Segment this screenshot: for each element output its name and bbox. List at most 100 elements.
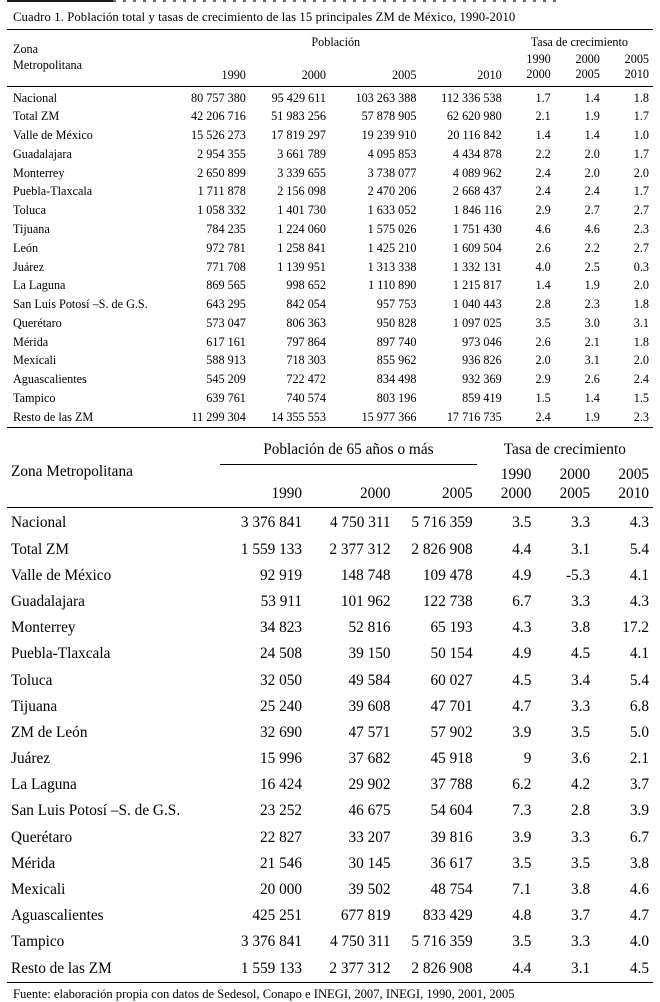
table2-year-header-1990: 1990 (220, 464, 307, 509)
table2-rate-period-header-2: 2000 2005 (535, 464, 595, 509)
growth-rate-value: 2.8 (571, 802, 591, 820)
growth-rate-value: 2.6 (584, 372, 600, 387)
table-row: Tampico 639 761 740 574 803 196 859 419 1.5 1.… (7, 389, 653, 408)
table-row: Total ZM 1 559 133 2 377 312 2 826 908 4.4 3.… (7, 536, 653, 562)
population-value: 1 110 890 (368, 278, 417, 293)
table-row: Aguascalientes 545 209 722 472 834 498 932 3… (7, 370, 653, 389)
growth-rate-value: 4.6 (629, 881, 649, 899)
growth-rate-value: 1.5 (633, 391, 649, 405)
table2-tasa-group-header: Tasa de crecimiento (503, 440, 626, 458)
growth-rate-value: 2.3 (633, 221, 649, 236)
population-value: 36 617 (430, 854, 473, 872)
growth-rate-value: 2.1 (535, 109, 551, 124)
population-value: 5 716 359 (411, 933, 473, 951)
growth-rate-value: 4.4 (512, 540, 532, 558)
population-value: 50 154 (430, 645, 473, 663)
population-value: 842 054 (286, 297, 326, 312)
population-value: 23 252 (260, 802, 303, 820)
population-value: 52 816 (348, 619, 391, 637)
rate-period-start-year: 2000 (575, 52, 600, 66)
growth-rate-value: 1.8 (633, 297, 649, 312)
growth-rate-value: 2.0 (535, 353, 551, 368)
zone-name: Puebla-Tlaxcala (13, 184, 93, 199)
growth-rate-value: 4.3 (629, 514, 649, 532)
rate-period-start-year: 2005 (624, 52, 649, 66)
rate-period-end-year: 2005 (575, 67, 600, 82)
population-value: 17 716 735 (446, 409, 502, 424)
growth-rate-value: 3.3 (571, 514, 591, 532)
table2-poblacion65-group-header: Población de 65 años o más (220, 436, 477, 465)
table1-year-header-2005: 2005 (329, 51, 421, 87)
population-value: 20 116 842 (447, 128, 502, 143)
zone-name: Mérida (13, 334, 49, 349)
growth-rate-value: 2.4 (584, 184, 600, 199)
zone-name: Total ZM (11, 540, 69, 558)
cropped-text-remnant (7, 0, 653, 2)
population-value: 1 313 338 (367, 259, 417, 274)
population-value: 834 498 (376, 372, 417, 387)
table-row: Guadalajara 53 911 101 962 122 738 6.7 3.3 4.3 (7, 589, 653, 615)
zone-name: Mexicali (11, 881, 66, 899)
growth-rate-value: 3.5 (512, 933, 532, 951)
table1-rate-period-header-1: 1990 2000 (505, 51, 555, 87)
growth-rate-value: 9 (523, 750, 532, 768)
table-row: Total ZM 42 206 716 51 983 256 57 878 905 62… (7, 107, 653, 126)
table-row: La Laguna 16 424 29 902 37 788 6.2 4.2 3.7 (7, 772, 653, 798)
table-row: San Luis Potosí –S. de G.S. 23 252 46 675 5… (7, 798, 653, 824)
population-value: 1 751 430 (452, 221, 502, 236)
rate-period-start-year: 1990 (526, 52, 551, 66)
table-row: ZM de León 32 690 47 571 57 902 3.9 3.5 5.0 (7, 720, 653, 746)
population-value: 47 571 (348, 723, 391, 741)
population-value: 3 376 841 (240, 933, 303, 951)
population-value: 22 827 (260, 828, 303, 846)
population-value: 545 209 (206, 372, 246, 387)
growth-rate-value: 3.1 (571, 959, 591, 977)
population-value: 740 574 (286, 391, 326, 405)
population-value: 39 608 (348, 697, 391, 715)
table-row: Mérida 617 161 797 864 897 740 973 046 2.6 2.1… (7, 333, 653, 352)
table2-body: Nacional 3 376 841 4 750 311 5 716 359 3.5 3.… (7, 508, 653, 982)
growth-rate-value: 2.4 (535, 184, 551, 199)
population-value: 2 377 312 (329, 540, 391, 558)
growth-rate-value: 2.4 (535, 165, 551, 180)
population-value: 1 609 504 (452, 240, 502, 255)
table-row: La Laguna 869 565 998 652 1 110 890 1 215 81… (7, 276, 653, 295)
table1-zona-label: Zona Metropolitana (13, 41, 83, 72)
growth-rate-value: 6.2 (512, 776, 532, 794)
growth-rate-value: 1.7 (633, 184, 649, 199)
growth-rate-value: 3.4 (571, 671, 591, 689)
growth-rate-value: 3.9 (512, 723, 532, 741)
population-value: 1 846 116 (453, 203, 502, 218)
population-value: 19 239 910 (361, 128, 417, 143)
zone-name: Aguascalientes (13, 372, 87, 387)
zone-name: La Laguna (11, 776, 77, 794)
population-value: 5 716 359 (411, 514, 473, 532)
growth-rate-value: 1.4 (584, 391, 600, 405)
growth-rate-value: 3.5 (535, 315, 551, 330)
population-value: 39 502 (348, 881, 391, 899)
population-growth-table: Zona Metropolitana Población Tasa de cre… (7, 29, 653, 428)
growth-rate-value: 3.6 (571, 750, 591, 768)
growth-rate-value: 6.7 (512, 592, 532, 610)
population-value: 4 095 853 (367, 146, 417, 161)
zone-name: Monterrey (13, 165, 65, 180)
population-value: 855 962 (376, 353, 417, 368)
table-row: Mexicali 20 000 39 502 48 754 7.1 3.8 4.6 (7, 877, 653, 903)
population-value: 2 650 899 (197, 165, 246, 180)
zone-name: Mexicali (13, 353, 57, 368)
table-row: San Luis Potosí –S. de G.S. 643 295 842 05… (7, 295, 653, 314)
population-value: 957 753 (376, 297, 417, 312)
population-value: 3 339 655 (277, 165, 326, 180)
growth-rate-value: 3.8 (629, 854, 649, 872)
population-value: 806 363 (286, 315, 326, 330)
zone-name: León (13, 240, 39, 255)
growth-rate-value: 5.4 (629, 540, 649, 558)
growth-rate-value: 4.5 (629, 959, 649, 977)
table1-year-header-2000: 2000 (249, 51, 330, 87)
growth-rate-value: 4.5 (512, 671, 532, 689)
population-value: 639 761 (206, 391, 246, 405)
population-value: 588 913 (206, 353, 246, 368)
population-value: 2 954 355 (197, 146, 246, 161)
population-value: 859 419 (462, 391, 502, 405)
growth-rate-value: 4.3 (629, 592, 649, 610)
